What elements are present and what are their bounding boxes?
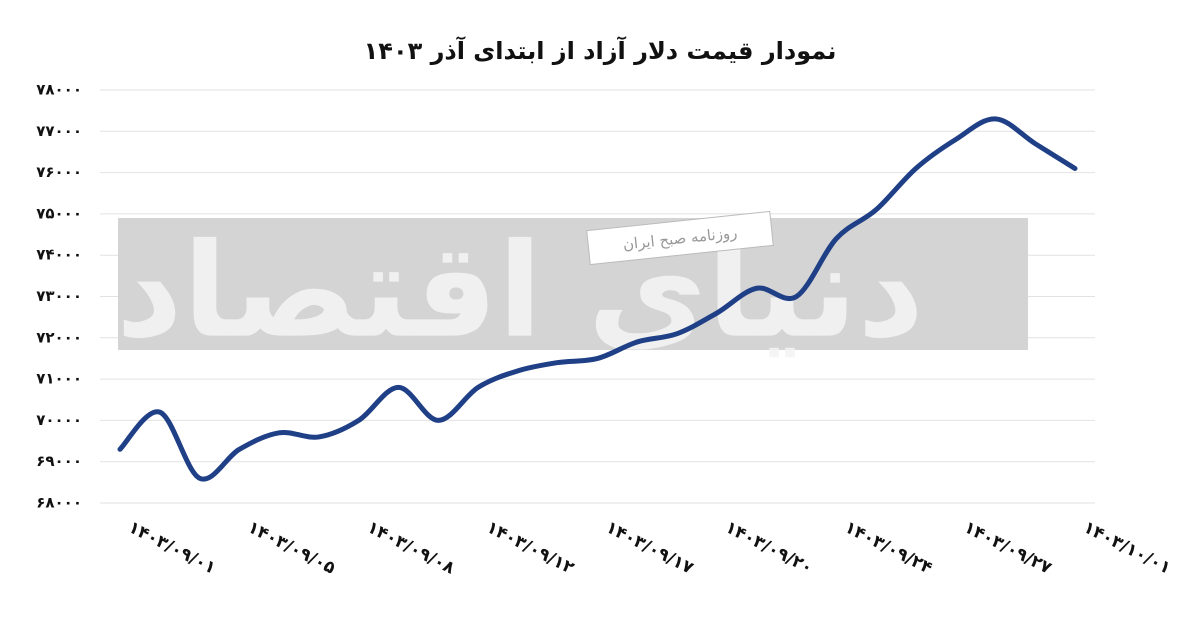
chart-title: نمودار قیمت دلار آزاد از ابتدای آذر ۱۴۰۳ xyxy=(364,36,837,65)
watermark-box xyxy=(586,210,774,266)
y-tick-label: ۷۷۰۰۰ xyxy=(36,122,82,140)
y-tick-label: ۷۶۰۰۰ xyxy=(36,163,82,181)
y-tick-label: ۷۳۰۰۰ xyxy=(36,287,82,305)
y-tick-label: ۷۲۰۰۰ xyxy=(36,328,82,346)
x-tick-label: ۱۴۰۳/۰۹/۱۷ xyxy=(602,517,697,578)
line xyxy=(117,116,1078,482)
watermark-logo: دنیای اقتصاد xyxy=(116,215,924,367)
x-tick-label: ۱۴۰۳/۰۹/۲۰ xyxy=(722,517,816,578)
x-tick-label: ۱۴۰۳/۰۹/۰۱ xyxy=(125,517,219,578)
x-tick-label: ۱۴۰۳/۰۹/۱۲ xyxy=(483,517,578,578)
x-tick-label: ۱۴۰۳/۰۹/۰۵ xyxy=(244,517,338,578)
y-tick-label: ۷۴۰۰۰ xyxy=(36,246,82,264)
y-tick-label: ۷۸۰۰۰ xyxy=(36,81,82,99)
x-tick-label: ۱۴۰۳/۰۹/۲۴ xyxy=(841,517,935,578)
y-tick-label: ۷۵۰۰۰ xyxy=(36,204,82,222)
x-tick-label: ۱۴۰۳/۰۹/۰۸ xyxy=(364,517,459,578)
x-tick-label: ۱۴۰۳/۱۰/۰۱ xyxy=(1080,517,1174,578)
watermark-band xyxy=(118,218,1028,350)
x-tick-label: ۱۴۰۳/۰۹/۲۷ xyxy=(961,517,1056,578)
y-tick-label: ۷۰۰۰۰ xyxy=(36,411,82,429)
y-tick-label: ۶۹۰۰۰ xyxy=(36,452,82,470)
y-tick-label: ۷۱۰۰۰ xyxy=(36,370,82,388)
y-tick-label: ۶۸۰۰۰ xyxy=(36,494,82,512)
